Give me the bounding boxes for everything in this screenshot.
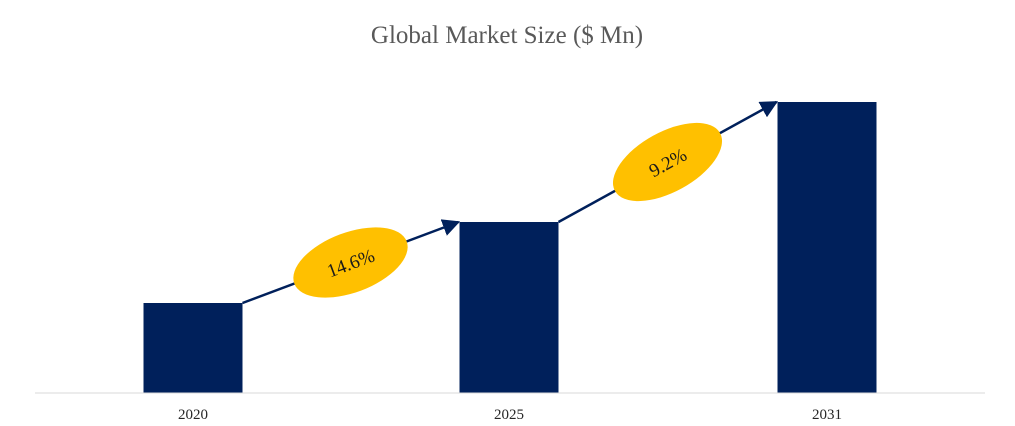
bars (143, 102, 877, 393)
x-tick-labels: 2020 2025 2031 (178, 407, 842, 423)
x-tick-label-2025: 2025 (494, 407, 524, 423)
cagr-callouts: 14.6% 9.2% (293, 122, 723, 298)
cagr-ellipse (612, 122, 723, 202)
x-tick-label-2031: 2031 (812, 407, 842, 423)
bar-2031 (777, 102, 877, 393)
cagr-callout-1: 14.6% (293, 227, 408, 298)
chart-title: Global Market Size ($ Mn) (371, 22, 643, 49)
cagr-callout-2: 9.2% (612, 122, 723, 202)
bar-2025 (459, 222, 559, 393)
bar-2020 (143, 303, 243, 393)
cagr-ellipse (293, 227, 408, 298)
x-tick-label-2020: 2020 (178, 407, 208, 423)
